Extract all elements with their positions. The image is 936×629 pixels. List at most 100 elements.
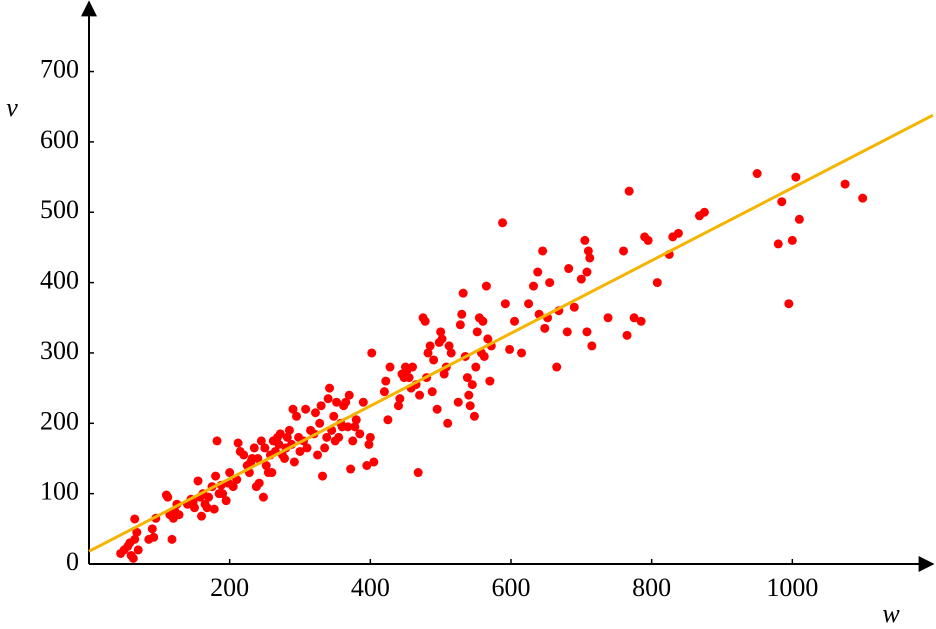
point	[254, 478, 264, 488]
point	[315, 418, 325, 428]
point	[777, 197, 787, 207]
y-tick-label: 0	[66, 547, 79, 576]
point	[163, 492, 173, 502]
point	[284, 425, 294, 435]
point	[346, 464, 356, 474]
point	[132, 527, 142, 537]
y-tick-label: 600	[40, 125, 79, 154]
point	[395, 394, 405, 404]
point	[773, 239, 783, 249]
point	[408, 362, 418, 372]
point	[282, 432, 292, 442]
point	[622, 330, 632, 340]
point	[221, 496, 231, 506]
point	[469, 411, 479, 421]
point	[540, 323, 550, 333]
point	[580, 235, 590, 245]
point	[320, 443, 330, 453]
point	[481, 281, 491, 291]
point	[256, 436, 266, 446]
point	[415, 390, 425, 400]
point	[147, 524, 157, 534]
point	[302, 443, 312, 453]
point	[274, 439, 284, 449]
point	[453, 397, 463, 407]
point	[582, 267, 592, 277]
point	[429, 355, 439, 365]
point	[465, 401, 475, 411]
point	[379, 387, 389, 397]
point	[673, 228, 683, 238]
point	[364, 439, 374, 449]
point	[699, 207, 709, 217]
point	[582, 327, 592, 337]
point	[334, 432, 344, 442]
point	[752, 169, 762, 179]
point	[564, 264, 574, 274]
point	[325, 383, 335, 393]
point	[202, 503, 212, 513]
point	[313, 450, 323, 460]
y-tick-label: 500	[40, 195, 79, 224]
point	[485, 376, 495, 386]
y-tick-label: 400	[40, 266, 79, 295]
point	[636, 316, 646, 326]
point	[500, 299, 510, 309]
point	[583, 246, 593, 256]
point	[467, 380, 477, 390]
point	[341, 397, 351, 407]
point	[840, 179, 850, 189]
point	[533, 267, 543, 277]
point	[545, 278, 555, 288]
point	[249, 443, 259, 453]
point	[562, 327, 572, 337]
point	[211, 471, 221, 481]
point	[233, 438, 243, 448]
point	[385, 362, 395, 372]
point	[498, 218, 508, 228]
y-tick-label: 300	[40, 336, 79, 365]
point	[316, 401, 326, 411]
point	[322, 432, 332, 442]
point	[464, 390, 474, 400]
point	[791, 172, 801, 182]
x-tick-label: 400	[351, 573, 390, 602]
point	[643, 235, 653, 245]
point	[505, 344, 515, 354]
point	[212, 436, 222, 446]
point	[423, 348, 433, 358]
point	[425, 341, 435, 351]
x-tick-label: 200	[210, 573, 249, 602]
point	[784, 299, 794, 309]
point	[538, 246, 548, 256]
point	[362, 461, 372, 471]
point	[289, 457, 299, 467]
point	[204, 492, 214, 502]
point	[295, 446, 305, 456]
point	[275, 429, 285, 439]
point	[329, 411, 339, 421]
point	[432, 404, 442, 414]
point	[239, 450, 249, 460]
point	[318, 471, 328, 481]
point	[358, 397, 368, 407]
point	[253, 453, 263, 463]
y-axis-label: v	[6, 93, 18, 122]
point	[190, 503, 199, 513]
point	[267, 468, 277, 478]
point	[443, 418, 453, 428]
point	[529, 281, 539, 291]
point	[478, 316, 488, 326]
point	[130, 514, 140, 524]
point	[479, 351, 489, 361]
point	[794, 214, 804, 224]
point	[552, 362, 562, 372]
point	[787, 235, 797, 245]
point	[343, 422, 353, 432]
point	[629, 313, 639, 323]
point	[439, 369, 449, 379]
point	[381, 376, 391, 386]
point	[218, 489, 228, 499]
point	[225, 468, 235, 478]
